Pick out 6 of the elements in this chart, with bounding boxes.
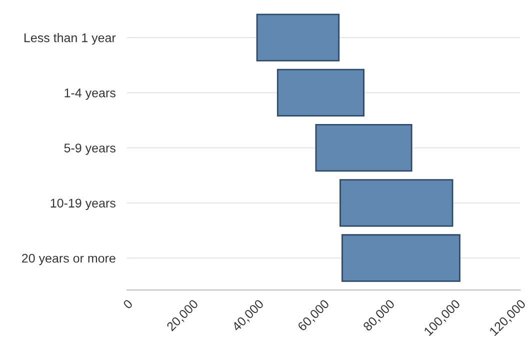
x-tick-label: 0	[122, 298, 134, 310]
y-tick-label: 10-19 years	[50, 198, 116, 210]
y-tick-label: Less than 1 year	[24, 33, 116, 45]
y-tick-label: 5-9 years	[64, 144, 116, 155]
y-tick-label: 20 years or more	[22, 254, 116, 266]
y-tick-label: 1-4 years	[64, 88, 116, 100]
